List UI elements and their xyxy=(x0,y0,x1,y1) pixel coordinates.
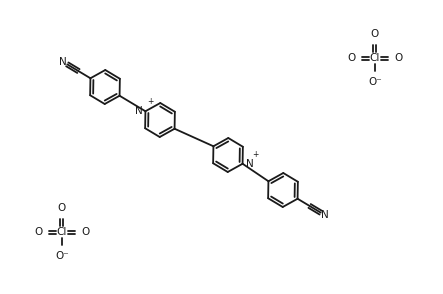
Text: +: + xyxy=(148,97,154,106)
Text: +: + xyxy=(253,150,259,159)
Text: O⁻: O⁻ xyxy=(368,77,382,87)
Text: O: O xyxy=(371,29,379,39)
Text: O: O xyxy=(58,203,66,213)
Text: O: O xyxy=(348,53,356,63)
Text: Cl: Cl xyxy=(370,53,380,63)
Text: N: N xyxy=(59,57,67,67)
Text: O⁻: O⁻ xyxy=(55,251,69,261)
Text: N: N xyxy=(135,106,142,116)
Text: N: N xyxy=(245,159,253,169)
Text: N: N xyxy=(321,210,329,220)
Text: O: O xyxy=(35,227,43,237)
Text: Cl: Cl xyxy=(57,227,67,237)
Text: O: O xyxy=(81,227,89,237)
Text: O: O xyxy=(394,53,402,63)
